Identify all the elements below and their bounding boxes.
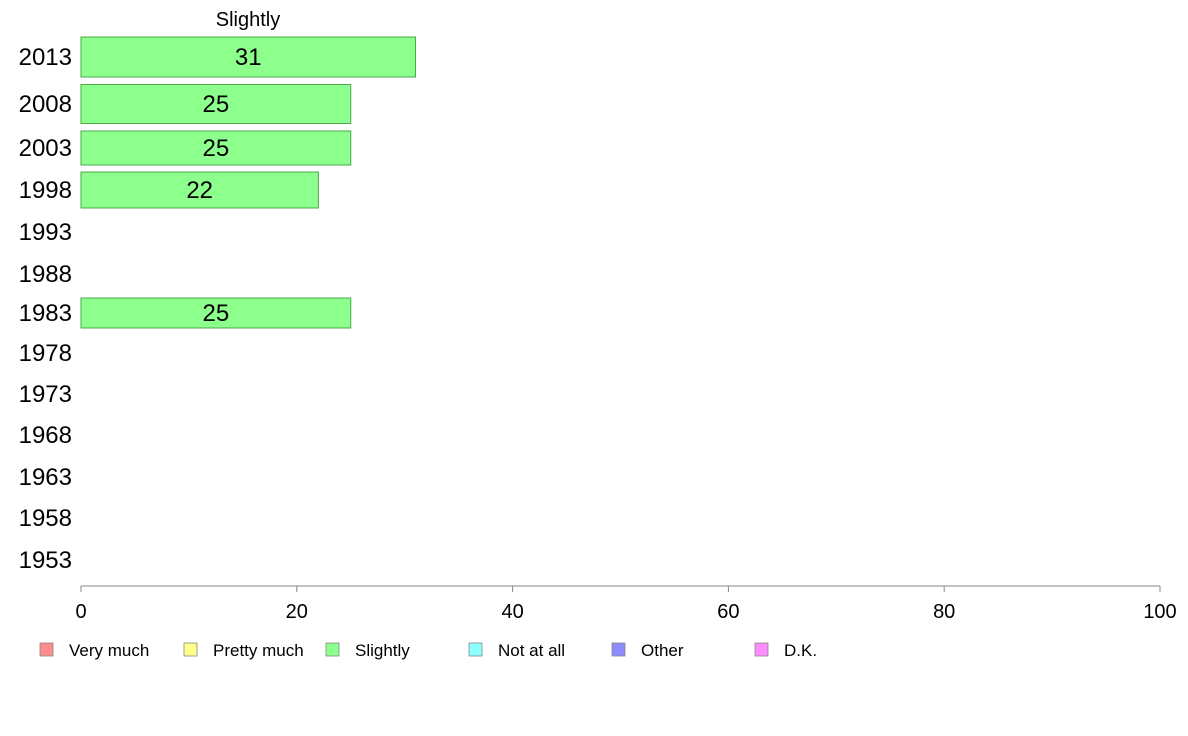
value-label-1998: 22 bbox=[186, 177, 213, 204]
legend-label-very-much: Very much bbox=[69, 641, 149, 660]
legend: Very much Pretty much Slightly Not at all Ot… bbox=[39, 641, 817, 660]
bar-2003 bbox=[80, 130, 352, 166]
legend-swatch-pretty-much bbox=[183, 642, 198, 657]
legend-label-other: Other bbox=[641, 641, 684, 660]
year-label-1958: 1958 bbox=[19, 505, 72, 532]
value-label-1983: 25 bbox=[203, 300, 230, 327]
legend-swatch-not-at-all bbox=[468, 642, 483, 657]
year-label-1953: 1953 bbox=[19, 547, 72, 574]
legend-label-slightly: Slightly bbox=[355, 641, 410, 660]
x-tick-label-20: 20 bbox=[286, 601, 308, 623]
legend-label-d-k: D.K. bbox=[784, 641, 817, 660]
year-label-1983: 1983 bbox=[19, 300, 72, 327]
year-label-1978: 1978 bbox=[19, 340, 72, 367]
value-label-2013: 31 bbox=[235, 44, 262, 71]
year-label-1988: 1988 bbox=[19, 261, 72, 288]
legend-swatch-d-k bbox=[754, 642, 769, 657]
bar-1998 bbox=[80, 171, 319, 209]
year-label-2008: 2008 bbox=[19, 91, 72, 118]
year-label-2013: 2013 bbox=[19, 44, 72, 71]
x-tick-label-0: 0 bbox=[75, 601, 86, 623]
x-tick-label-100: 100 bbox=[1143, 601, 1176, 623]
value-label-2003: 25 bbox=[203, 135, 230, 162]
bar-2008 bbox=[80, 84, 352, 124]
legend-label-pretty-much: Pretty much bbox=[213, 641, 304, 660]
x-tick-label-60: 60 bbox=[717, 601, 739, 623]
year-label-1968: 1968 bbox=[19, 422, 72, 449]
bar-2013 bbox=[80, 36, 416, 78]
year-label-1963: 1963 bbox=[19, 464, 72, 491]
year-label-2003: 2003 bbox=[19, 135, 72, 162]
x-tick-label-80: 80 bbox=[933, 601, 955, 623]
value-label-2008: 25 bbox=[203, 91, 230, 118]
year-labels: 2013 2008 2003 1998 1993 1988 1983 1978 1973 1968… bbox=[19, 44, 72, 574]
legend-swatch-very-much bbox=[39, 642, 54, 657]
bar-1983 bbox=[80, 297, 352, 329]
x-tick-label-40: 40 bbox=[501, 601, 523, 623]
legend-label-not-at-all: Not at all bbox=[498, 641, 565, 660]
year-label-1993: 1993 bbox=[19, 219, 72, 246]
legend-swatch-other bbox=[611, 642, 626, 657]
year-label-1998: 1998 bbox=[19, 177, 72, 204]
panel-title: Slightly bbox=[216, 9, 280, 31]
year-label-1973: 1973 bbox=[19, 381, 72, 408]
legend-swatch-slightly bbox=[325, 642, 340, 657]
x-axis: 0 20 40 60 80 100 bbox=[75, 585, 1177, 623]
